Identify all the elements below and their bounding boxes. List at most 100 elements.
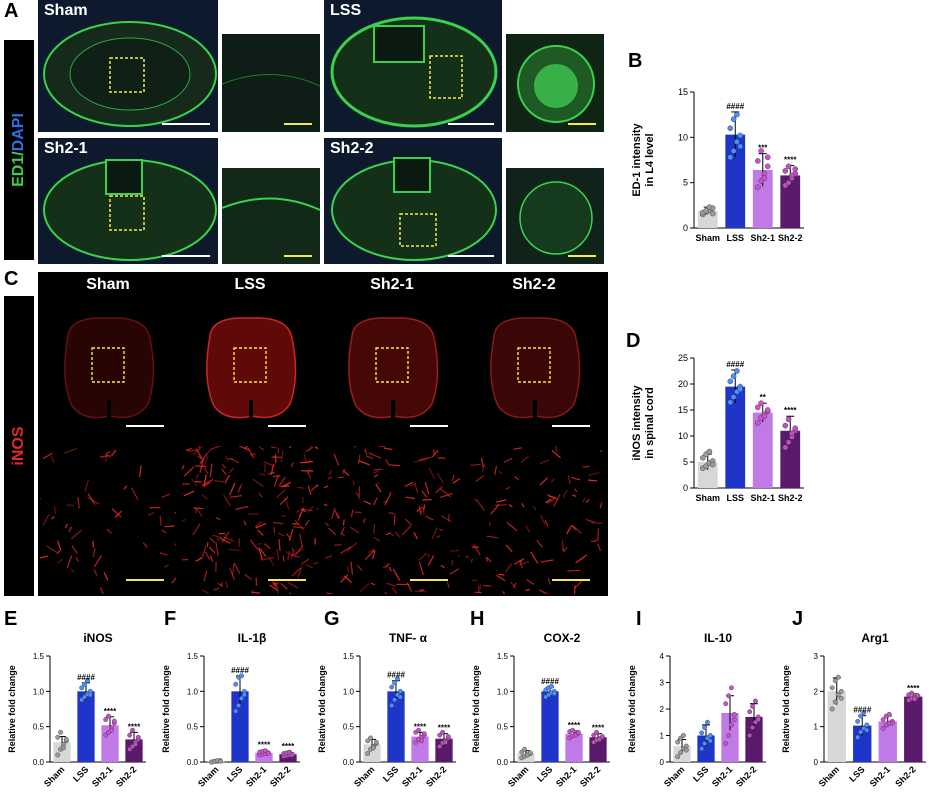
x-tick-label: LSS [691, 764, 710, 783]
data-point [706, 448, 713, 455]
data-point [835, 692, 841, 698]
data-point [678, 750, 683, 756]
bar-sh2-1 [721, 712, 739, 762]
data-point [782, 168, 789, 174]
y-tick-label: 0 [683, 483, 688, 493]
data-point [675, 739, 681, 745]
label-sh22-c: Sh2-2 [512, 276, 556, 293]
micrograph-sh21-overview: Sh2-1 [38, 138, 218, 264]
chart-title: IL-1β [238, 631, 267, 645]
data-point [858, 713, 864, 719]
data-point [764, 154, 771, 161]
y-tick-label: 1.0 [33, 687, 45, 696]
data-point [79, 697, 85, 703]
data-point [683, 743, 689, 749]
data-point [723, 741, 729, 746]
data-point [217, 758, 223, 764]
data-point [755, 158, 761, 164]
data-point [289, 752, 295, 758]
data-point [758, 400, 764, 407]
y-tick-label: 0.5 [497, 723, 509, 732]
y-tick-label: 0 [814, 758, 819, 767]
data-point [912, 696, 918, 702]
data-point [755, 404, 761, 411]
data-point [731, 717, 737, 723]
panel-label-i: I [636, 608, 642, 630]
data-point [750, 725, 755, 730]
y-tick-label: 1.5 [33, 652, 45, 661]
data-point [239, 696, 244, 701]
data-point [437, 744, 443, 749]
data-point [764, 407, 771, 413]
data-point [549, 683, 554, 689]
stain-inos-text: iNOS [10, 426, 27, 466]
label-sham-a: Sham [44, 2, 88, 19]
bar-sh2-2 [904, 696, 923, 762]
y-axis-label-line: Relative fold change [781, 665, 791, 753]
x-tick-label: LSS [726, 233, 744, 243]
bar-lss [77, 691, 95, 762]
data-point [703, 207, 709, 214]
data-point [789, 430, 795, 437]
y-axis-label-line: iNOS intensity [632, 385, 643, 461]
data-point [747, 733, 753, 738]
data-point [747, 709, 753, 715]
data-point [135, 734, 141, 740]
x-tick-label: Sham [817, 764, 841, 788]
stain-ed1-text: ED1/ [10, 151, 27, 187]
y-axis-label-line: in spinal cord [644, 387, 656, 459]
significance-label: **** [104, 707, 117, 716]
data-point [864, 722, 870, 728]
data-point [726, 693, 731, 699]
data-point [731, 711, 737, 717]
data-point [109, 727, 114, 733]
micrograph-lss-overview: LSS [324, 0, 502, 132]
data-point [373, 739, 379, 745]
micrograph-sham-inos-zoom [40, 446, 176, 594]
data-point [371, 745, 376, 751]
data-point [551, 691, 557, 696]
data-point [127, 732, 133, 738]
data-point [730, 394, 737, 400]
data-point [233, 681, 239, 687]
y-axis-label: Relative fold change [317, 665, 327, 753]
data-point [573, 732, 578, 738]
chart-title: IL-10 [704, 631, 732, 645]
micrograph-lss-inos-zoom [182, 446, 318, 594]
significance-label: **** [414, 722, 427, 731]
x-tick-label: LSS [225, 764, 244, 783]
data-point [861, 710, 867, 715]
micrograph-sham-zoom [222, 34, 320, 132]
y-tick-label: 1 [660, 732, 665, 741]
data-point [750, 703, 755, 709]
label-sh21-a: Sh2-1 [44, 140, 88, 157]
significance-label: #### [77, 673, 95, 682]
significance-label: **** [784, 155, 797, 164]
x-tick-label: Sham [695, 493, 720, 503]
y-axis-label: Relative fold change [161, 665, 171, 753]
y-axis-label-line: Relative fold change [317, 665, 327, 753]
data-point [709, 210, 716, 217]
x-tick-label: LSS [726, 493, 744, 503]
x-tick-label: Sh2-2 [734, 764, 758, 788]
chart-inos-fold: iNOS Relative fold change 0.0 0.5 1.0 1.5 Sham… [7, 631, 146, 789]
data-point [730, 148, 737, 154]
data-point [527, 750, 533, 756]
panel-label-h: H [470, 608, 485, 630]
data-point [915, 693, 921, 698]
x-tick-label: Sh2-1 [400, 764, 424, 788]
data-point [709, 461, 716, 468]
chart-title: TNF- α [389, 631, 428, 645]
y-tick-label: 1.0 [187, 687, 199, 696]
data-point [727, 154, 734, 161]
data-point [737, 132, 743, 139]
data-point [522, 746, 527, 752]
micrograph-lss-inos-section [182, 296, 318, 442]
bar-lss [853, 725, 872, 762]
data-point [764, 163, 771, 170]
data-point [730, 116, 737, 123]
data-point [782, 444, 789, 451]
data-point [782, 422, 789, 429]
data-point [111, 718, 117, 724]
y-tick-label: 0 [660, 758, 665, 767]
